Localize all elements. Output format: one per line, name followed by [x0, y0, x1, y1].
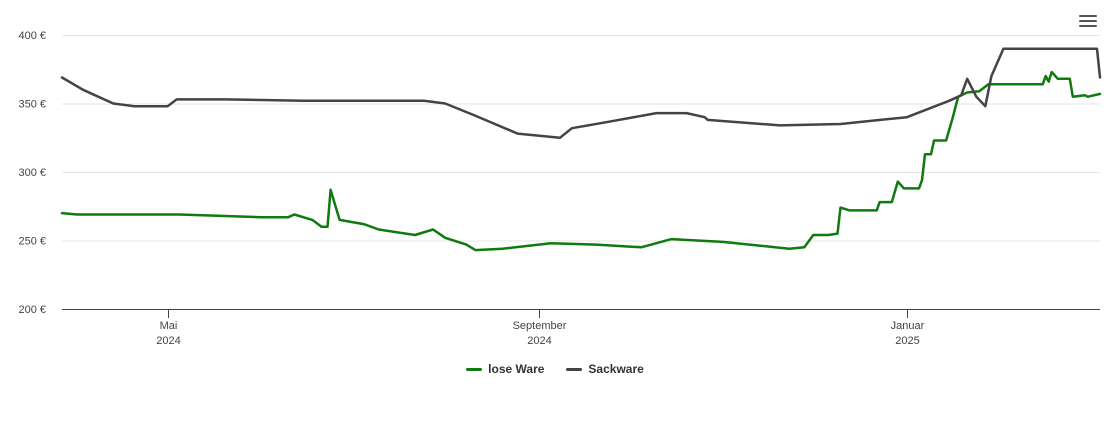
y-tick-label: 400 €: [18, 30, 46, 42]
menu-line: [1079, 15, 1097, 17]
series-line-sackware[interactable]: [60, 47, 1102, 140]
legend-swatch: [566, 367, 583, 371]
legend-item-sackware[interactable]: Sackware: [566, 362, 644, 376]
series-lines: [60, 47, 1102, 252]
y-tick-label: 300 €: [18, 167, 46, 179]
legend-item-lose-ware[interactable]: lose Ware: [466, 362, 544, 376]
y-tick-label: 200 €: [18, 304, 46, 316]
grid-lines: [62, 35, 1100, 242]
series-line-lose-ware[interactable]: [60, 70, 1102, 252]
hamburger-menu-icon[interactable]: [1078, 12, 1098, 30]
x-tick-month: Mai: [160, 320, 178, 332]
y-tick-label: 250 €: [18, 236, 46, 248]
x-tick-year: 2025: [895, 335, 919, 347]
y-tick-label: 350 €: [18, 99, 46, 111]
x-tick-month: Januar: [891, 320, 925, 332]
y-axis-ticks: 200 € 250 € 300 € 350 € 400 €: [18, 30, 46, 316]
menu-line: [1079, 20, 1097, 22]
legend-label: Sackware: [588, 362, 644, 376]
x-tick-year: 2024: [156, 335, 180, 347]
legend: lose Ware Sackware: [0, 362, 1110, 376]
x-tick-month: September: [513, 320, 567, 332]
x-axis-ticks: Mai 2024 September 2024 Januar 2025: [156, 309, 925, 347]
menu-line: [1079, 25, 1097, 27]
legend-swatch: [466, 367, 483, 371]
legend-label: lose Ware: [488, 362, 545, 376]
x-tick-year: 2024: [527, 335, 551, 347]
